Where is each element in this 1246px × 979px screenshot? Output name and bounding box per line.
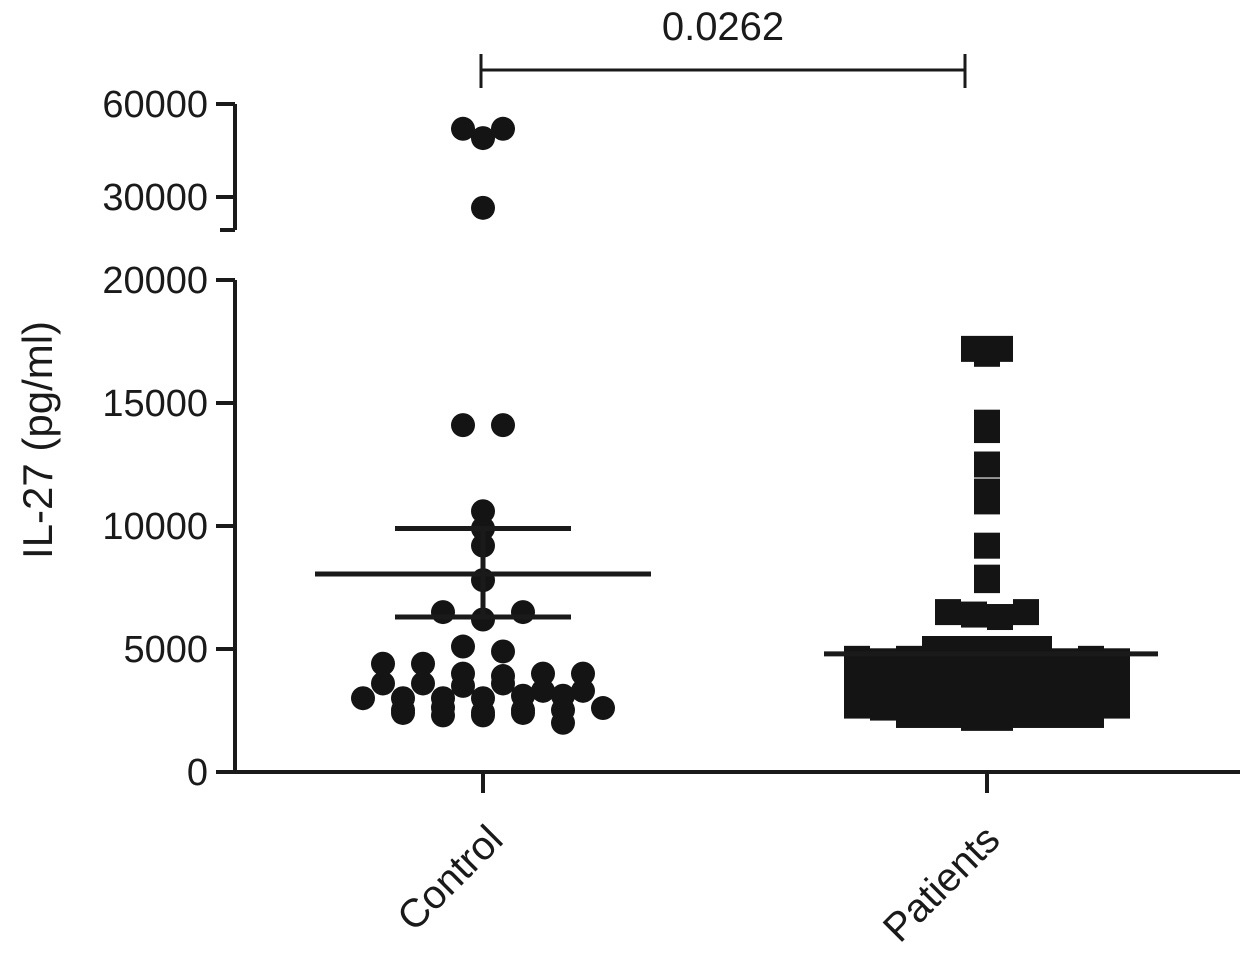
- patient-point: [974, 636, 1000, 662]
- y-tick-label: 5000: [123, 629, 208, 671]
- control-point: [431, 600, 455, 625]
- control-point: [431, 695, 455, 720]
- control-point: [371, 671, 395, 696]
- control-point: [411, 651, 435, 676]
- control-point: [571, 661, 595, 686]
- patient-point: [948, 636, 974, 662]
- control-point: [371, 651, 395, 676]
- patient-point: [961, 601, 987, 628]
- control-point: [571, 678, 595, 703]
- control-point: [511, 600, 535, 625]
- patient-point: [844, 645, 870, 672]
- control-point: [531, 678, 555, 703]
- y-tick-label: 30000: [102, 177, 208, 219]
- control-point: [451, 661, 475, 686]
- data-points: [351, 116, 1130, 735]
- control-point: [451, 413, 475, 438]
- summary-bars: [315, 525, 1158, 657]
- y-axis-label: IL-27 (pg/ml): [14, 321, 61, 559]
- control-point: [471, 700, 495, 725]
- patient-point: [974, 451, 1000, 478]
- control-point: [591, 696, 615, 721]
- category-label-patients: Patients: [875, 817, 1008, 950]
- patient-point: [961, 335, 987, 362]
- control-point: [471, 499, 495, 524]
- control-point: [451, 116, 475, 141]
- control-point: [391, 698, 415, 723]
- patient-point: [974, 564, 1000, 591]
- patient-point: [974, 409, 1000, 436]
- p-value-label: 0.0262: [662, 5, 784, 49]
- control-point: [531, 661, 555, 686]
- control-point: [451, 634, 475, 659]
- control-point: [491, 116, 515, 141]
- control-point: [491, 664, 515, 689]
- patient-point: [896, 645, 922, 672]
- patient-point: [1078, 645, 1104, 672]
- patient-point: [922, 636, 948, 662]
- control-point: [491, 413, 515, 438]
- patient-point: [987, 604, 1013, 631]
- control-point: [511, 698, 535, 723]
- y-tick-label: 15000: [102, 383, 208, 425]
- control-point: [471, 195, 495, 220]
- y-ticks-lower: 0 5000 10000 15000 20000: [102, 260, 235, 794]
- control-point: [551, 698, 575, 723]
- patient-point: [1000, 636, 1026, 662]
- y-tick-label: 10000: [102, 506, 208, 548]
- category-label-control: Control: [389, 817, 511, 939]
- control-point: [411, 671, 435, 696]
- y-tick-label: 20000: [102, 260, 208, 302]
- patient-point: [987, 335, 1013, 362]
- control-point: [471, 126, 495, 151]
- y-ticks-upper: 30000 60000: [102, 84, 235, 219]
- patient-point: [1026, 636, 1052, 662]
- patient-point: [974, 478, 1000, 505]
- y-tick-label: 60000: [102, 84, 208, 126]
- significance-bracket: 0.0262: [479, 5, 967, 88]
- control-point: [351, 686, 375, 711]
- y-tick-label: 0: [187, 752, 208, 794]
- patient-point: [1013, 599, 1039, 626]
- patient-point: [935, 599, 961, 626]
- control-point: [491, 639, 515, 664]
- patient-point: [974, 532, 1000, 559]
